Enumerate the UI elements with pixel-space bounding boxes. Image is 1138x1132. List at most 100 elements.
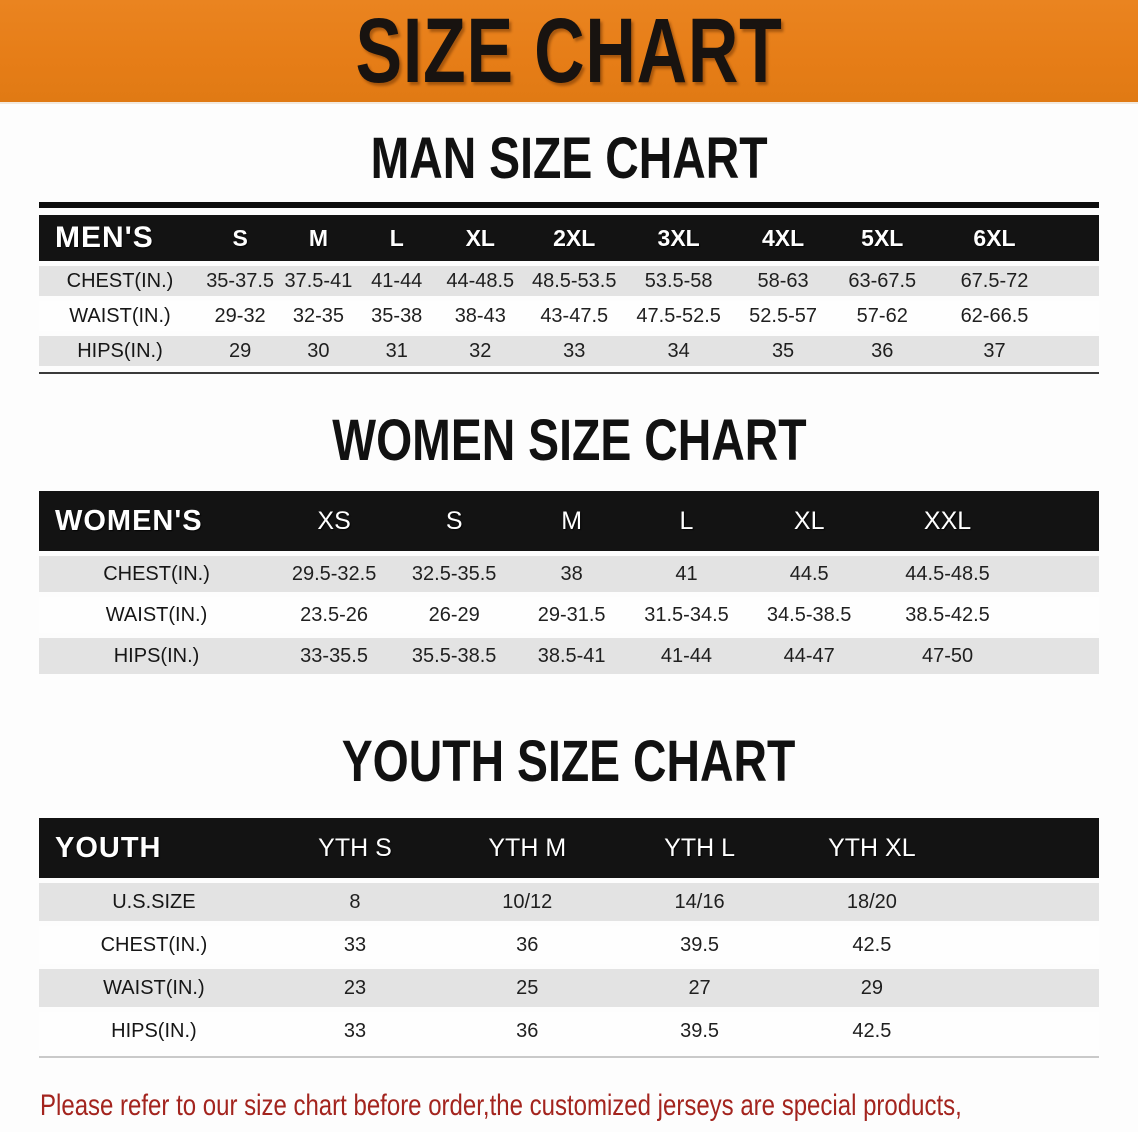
row-label: WAIST(IN.)	[69, 304, 171, 327]
row-label: WAIST(IN.)	[105, 603, 208, 626]
cell-value: 53.5-58	[644, 269, 713, 292]
cell-value: 67.5-72	[960, 269, 1029, 292]
size-header-row: WOMEN'S XS S M L XL XXL	[39, 491, 1099, 551]
spacer-cell	[958, 883, 1099, 921]
row-label: CHEST(IN.)	[66, 269, 174, 292]
table-top-rule	[39, 202, 1099, 208]
cell-value: 35.5-38.5	[411, 644, 497, 667]
section-heading: MAN SIZE CHART	[370, 126, 768, 191]
cell-value: 14/16	[674, 890, 725, 913]
measurement-row: CHEST(IN.) 33 36 39.5 42.5	[39, 926, 1099, 964]
row-label: HIPS(IN.)	[113, 644, 200, 667]
cell-value: 26-29	[428, 603, 480, 626]
spacer-cell	[1057, 266, 1099, 296]
section-heading: WOMEN SIZE CHART	[331, 408, 807, 473]
women-size-table-wrap: WOMEN'S XS S M L XL XXL CHEST(IN.) 29.5-32.5 32.5…	[39, 486, 1099, 679]
size-column-header: YTH XL	[828, 833, 916, 862]
section-heading: YOUTH SIZE CHART	[342, 729, 796, 794]
cell-value: 44.5-48.5	[905, 562, 990, 585]
measurement-row: HIPS(IN.) 29 30 31 32 33 34 35 36 37	[39, 336, 1099, 366]
size-column-header: YTH S	[318, 833, 392, 862]
size-column-header: 5XL	[861, 224, 904, 251]
cell-value: 31	[385, 339, 408, 362]
size-column-header: 4XL	[761, 224, 805, 251]
cell-value: 36	[516, 1019, 539, 1042]
spacer-cell	[1021, 491, 1099, 551]
cell-value: 29-32	[214, 304, 266, 327]
row-label: CHEST(IN.)	[103, 562, 210, 585]
measurement-row: CHEST(IN.) 29.5-32.5 32.5-35.5 38 41 44.5 44.5…	[39, 556, 1099, 592]
cell-value: 38	[560, 562, 583, 585]
spacer-cell	[958, 818, 1099, 878]
measurement-row: U.S.SIZE 8 10/12 14/16 18/20	[39, 883, 1099, 921]
cell-value: 47.5-52.5	[636, 304, 721, 327]
row-label: HIPS(IN.)	[77, 339, 163, 362]
size-column-header: XL	[465, 224, 495, 251]
measurement-row: HIPS(IN.) 33 36 39.5 42.5	[39, 1012, 1099, 1050]
cell-value: 38.5-42.5	[905, 603, 990, 626]
cell-value: 33	[563, 339, 586, 362]
spacer-cell	[958, 969, 1099, 1007]
row-label: HIPS(IN.)	[111, 1019, 197, 1042]
spacer-cell	[1057, 301, 1099, 331]
cell-value: 23	[343, 976, 367, 999]
cell-value: 34.5-38.5	[766, 603, 852, 626]
cell-value: 25	[516, 976, 539, 999]
size-column-header: XXL	[923, 506, 972, 535]
youth-size-table-wrap: YOUTH YTH S YTH M YTH L YTH XL U.S.SIZE 8 10/12…	[39, 813, 1099, 1058]
cell-value: 37.5-41	[284, 269, 353, 292]
cell-value: 41	[675, 562, 698, 585]
order-policy-line-1: Please refer to our size chart before or…	[40, 1089, 962, 1122]
cell-value: 32.5-35.5	[411, 562, 497, 585]
size-column-header: 6XL	[973, 224, 1016, 251]
size-column-header: YTH L	[664, 833, 735, 862]
cell-value: 29-31.5	[537, 603, 606, 626]
cell-value: 30	[307, 339, 330, 362]
table-bottom-rule	[39, 1056, 1099, 1058]
cell-value: 48.5-53.5	[531, 269, 617, 292]
size-column-header: M	[308, 224, 328, 251]
cell-value: 29	[860, 976, 883, 999]
spacer-cell	[1021, 556, 1099, 592]
cell-value: 32	[469, 339, 492, 362]
cell-value: 33-35.5	[300, 644, 368, 667]
cell-value: 52.5-57	[749, 304, 817, 327]
banner-title: SIZE CHART	[355, 0, 783, 102]
corner-label: YOUTH	[55, 831, 162, 864]
banner: SIZE CHART	[0, 0, 1138, 104]
men-size-table-wrap: MEN'S S M L XL 2XL 3XL 4XL 5XL 6XL CHEST(IN.) 35-37…	[39, 202, 1099, 374]
size-column-header: XS	[317, 506, 351, 535]
row-label: CHEST(IN.)	[100, 933, 208, 956]
size-column-header: S	[445, 506, 463, 535]
spacer-cell	[1057, 215, 1099, 261]
cell-value: 47-50	[921, 644, 974, 667]
cell-value: 31.5-34.5	[644, 603, 729, 626]
spacer-cell	[958, 1012, 1099, 1050]
cell-value: 41-44	[371, 269, 423, 292]
size-column-header: 3XL	[657, 224, 700, 251]
row-label: WAIST(IN.)	[103, 976, 205, 999]
measurement-row: WAIST(IN.) 23.5-26 26-29 29-31.5 31.5-34.5 34…	[39, 597, 1099, 633]
cell-value: 41-44	[660, 644, 713, 667]
cell-value: 43-47.5	[540, 304, 609, 327]
cell-value: 39.5	[680, 1019, 720, 1042]
cell-value: 8	[349, 890, 361, 913]
cell-value: 36	[871, 339, 894, 362]
cell-value: 44.5	[789, 562, 829, 585]
cell-value: 57-62	[856, 304, 908, 327]
women-section-heading: WOMEN SIZE CHART	[0, 412, 1138, 470]
cell-value: 58-63	[757, 269, 809, 292]
cell-value: 44-47	[783, 644, 835, 667]
cell-value: 37	[983, 339, 1006, 362]
cell-value: 34	[667, 339, 690, 362]
spacer-cell	[1021, 638, 1099, 674]
size-header-row: MEN'S S M L XL 2XL 3XL 4XL 5XL 6XL	[39, 215, 1099, 261]
cell-value: 23.5-26	[300, 603, 368, 626]
spacer-cell	[958, 926, 1099, 964]
cell-value: 38.5-41	[537, 644, 606, 667]
corner-label: MEN'S	[55, 221, 154, 254]
cell-value: 33	[343, 933, 367, 956]
cell-value: 35	[771, 339, 795, 362]
size-header-row: YOUTH YTH S YTH M YTH L YTH XL	[39, 818, 1099, 878]
table-bottom-rule	[39, 372, 1099, 374]
